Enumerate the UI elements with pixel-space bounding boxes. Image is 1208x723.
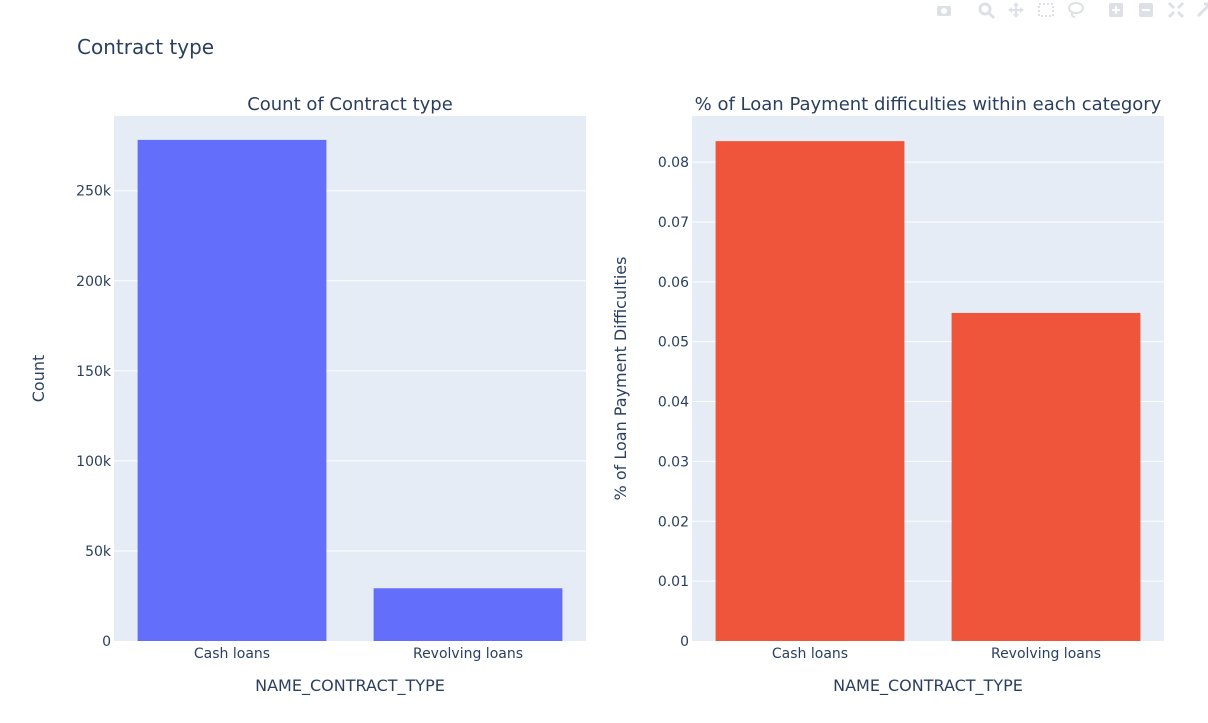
bar[interactable] (715, 141, 905, 642)
box-select-icon[interactable] (1036, 0, 1056, 20)
zoom-in-icon[interactable] (1106, 0, 1126, 20)
pan-icon[interactable] (1006, 0, 1026, 20)
subplot-percentage: 0 0.01 0.02 0.03 0.04 0.05 0.06 0.07 0.08 Cash lo… (611, 94, 1164, 696)
y-tick-label: 0.05 (658, 335, 689, 351)
x-axis-title: NAME_CONTRACT_TYPE (255, 676, 445, 696)
bar[interactable] (137, 139, 327, 641)
y-tick-label: 0.03 (658, 454, 689, 470)
zoom-icon[interactable] (976, 0, 996, 20)
y-axis-title: % of Loan Payment Difficulties (611, 257, 630, 501)
y-tick-label: 0.04 (658, 395, 689, 411)
bar[interactable] (373, 588, 563, 641)
y-tick-label: 0.08 (658, 155, 689, 171)
subplot-title: % of Loan Payment difficulties within ea… (695, 94, 1162, 115)
autoscale-icon[interactable] (1166, 0, 1186, 20)
zoom-out-icon[interactable] (1136, 0, 1156, 20)
lasso-select-icon[interactable] (1066, 0, 1086, 20)
y-axis-title: Count (29, 355, 48, 403)
subplot-count: 0 50k 100k 150k 200k 250k Cash loans Revolving … (29, 94, 586, 696)
y-tick-label: 0.06 (658, 275, 689, 291)
y-tick-label: 250k (76, 184, 112, 200)
y-tick-label: 200k (76, 274, 112, 290)
x-axis-title: NAME_CONTRACT_TYPE (833, 676, 1023, 696)
y-tick-label: 0 (680, 634, 689, 650)
y-tick-label: 150k (76, 364, 112, 380)
y-tick-label: 100k (76, 454, 112, 470)
x-tick-label: Revolving loans (413, 646, 523, 662)
x-tick-label: Revolving loans (991, 646, 1101, 662)
y-tick-label: 0 (102, 634, 111, 650)
figure-title: Contract type (77, 35, 214, 59)
x-tick-label: Cash loans (772, 646, 848, 662)
y-tick-label: 0.02 (658, 514, 689, 530)
y-tick-label: 50k (85, 544, 112, 560)
modebar[interactable] (932, 0, 1208, 20)
reset-axes-icon[interactable] (1194, 0, 1208, 20)
y-tick-label: 0.01 (658, 574, 689, 590)
x-tick-label: Cash loans (194, 646, 270, 662)
camera-icon[interactable] (934, 0, 954, 20)
subplot-title: Count of Contract type (247, 94, 453, 115)
y-tick-label: 0.07 (658, 215, 689, 231)
bar[interactable] (951, 312, 1141, 641)
